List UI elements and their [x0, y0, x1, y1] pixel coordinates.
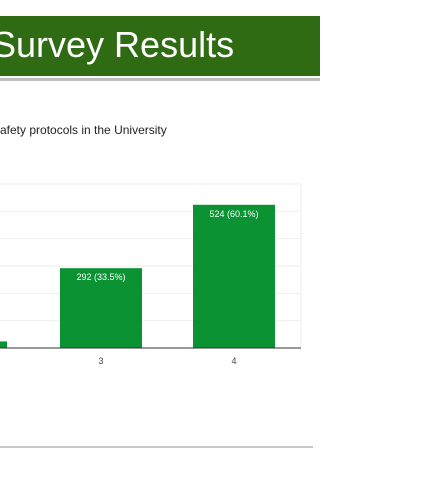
x-tick-label-3: 3: [98, 356, 103, 366]
page-title: Survey Results: [0, 24, 235, 65]
x-tick-label-4: 4: [231, 356, 236, 366]
header-divider: [0, 78, 320, 81]
bar-data-label-3: 292 (33.5%): [76, 272, 125, 282]
footer-divider: [0, 446, 313, 448]
bar-4: [193, 204, 275, 348]
title-banner: Survey Results: [0, 16, 320, 76]
bar-data-label-4: 524 (60.1%): [209, 209, 258, 219]
question-text: afety protocols in the University: [0, 123, 167, 137]
bar-2: [0, 341, 7, 348]
bar-3: [60, 268, 142, 348]
